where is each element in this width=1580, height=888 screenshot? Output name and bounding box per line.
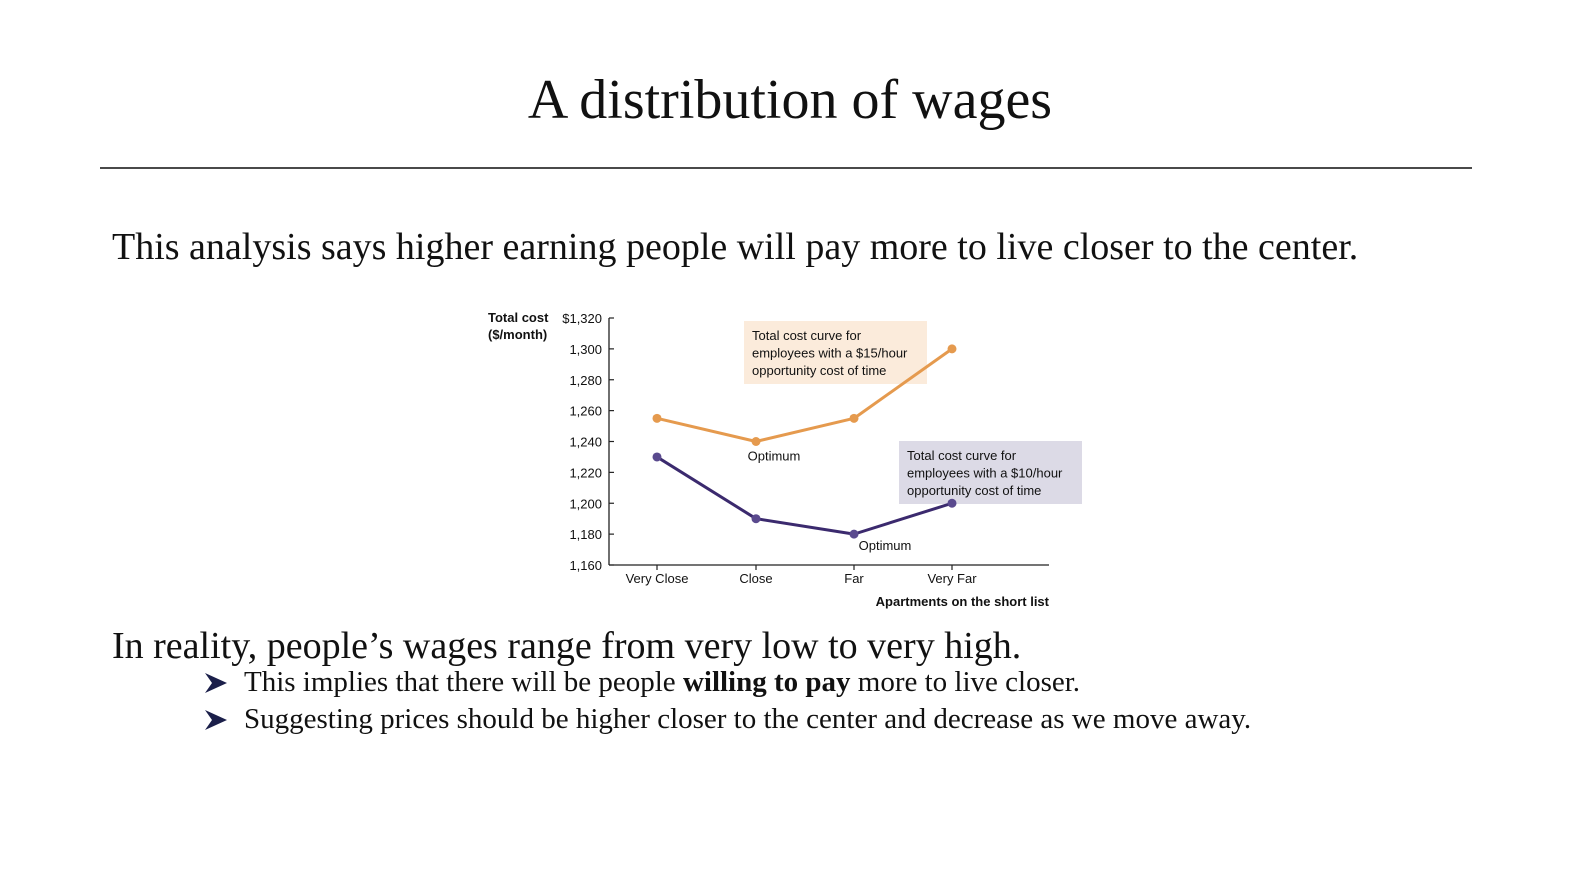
annotation-box [899, 441, 1082, 504]
data-point [652, 413, 662, 423]
bullet-list: This implies that there will be people w… [204, 664, 1251, 738]
bullet-text-2: Suggesting prices should be higher close… [244, 701, 1251, 738]
series-s15: Total cost curve for employees with a $15… [652, 321, 957, 464]
annotation-text: opportunity cost of time [907, 483, 1041, 498]
y-axis-label-line-2: ($/month) [488, 327, 547, 342]
reality-text: In reality, people’s wages range from ve… [112, 625, 1022, 667]
data-point [849, 529, 859, 539]
series-line [656, 347, 953, 443]
y-tick-label: 1,180 [569, 527, 602, 542]
y-tick-label: 1,260 [569, 404, 602, 419]
arrowhead-bullet-icon [204, 709, 244, 731]
bullet-2-text: Suggesting prices should be higher close… [244, 703, 1252, 735]
bullet-text-1: This implies that there will be people w… [244, 664, 1080, 701]
data-point [849, 413, 859, 423]
annotation-text: employees with a $10/hour [907, 466, 1063, 481]
series-layer: Total cost curve for employees with a $15… [652, 321, 1082, 553]
y-tick-label: $1,320 [562, 311, 602, 326]
data-point [751, 514, 761, 524]
annotation-text: Total cost curve for [752, 328, 862, 343]
arrowhead-bullet-icon [204, 672, 244, 694]
data-point [751, 437, 761, 446]
intro-text: This analysis says higher earning people… [112, 226, 1359, 268]
bullet-1-text-before: This implies that there will be people [244, 666, 683, 698]
series-line [656, 455, 953, 536]
data-point [947, 344, 957, 354]
series-s10: Total cost curve for employees with a $10… [652, 441, 1082, 553]
annotation-text: Total cost curve for [907, 448, 1017, 463]
optimum-label: Optimum [748, 449, 801, 464]
x-tick-label: Close [739, 571, 772, 586]
title-divider [100, 167, 1472, 169]
annotation-box [744, 321, 927, 384]
y-tick-label: 1,160 [569, 558, 602, 573]
x-tick-label: Far [844, 571, 864, 586]
x-axis-label: Apartments on the short list [876, 594, 1050, 609]
annotation-text: opportunity cost of time [752, 363, 886, 378]
bullet-item-2: Suggesting prices should be higher close… [204, 701, 1251, 738]
y-ticks: 1,160 1,180 1,200 1,220 1,240 1,260 1,280 1,300… [562, 311, 614, 573]
x-tick-label: Very Close [626, 571, 689, 586]
y-tick-label: 1,220 [569, 465, 602, 480]
data-point [947, 498, 957, 508]
y-tick-label: 1,300 [569, 342, 602, 357]
bullet-1-text-after: more to live closer. [850, 666, 1081, 698]
x-ticks: Very Close Close Far Very Far [626, 565, 977, 586]
y-tick-label: 1,200 [569, 496, 602, 511]
x-tick-label: Very Far [927, 571, 977, 586]
bullet-item-1: This implies that there will be people w… [204, 664, 1251, 701]
data-point [652, 452, 662, 462]
y-tick-label: 1,240 [569, 435, 602, 450]
optimum-label: Optimum [859, 538, 912, 553]
y-axis-label-line-1: Total cost [488, 310, 549, 325]
bullet-1-bold-text: willing to pay [682, 666, 851, 698]
y-tick-label: 1,280 [569, 373, 602, 388]
slide-title: A distribution of wages [527, 69, 1053, 131]
annotation-text: employees with a $15/hour [752, 346, 908, 361]
